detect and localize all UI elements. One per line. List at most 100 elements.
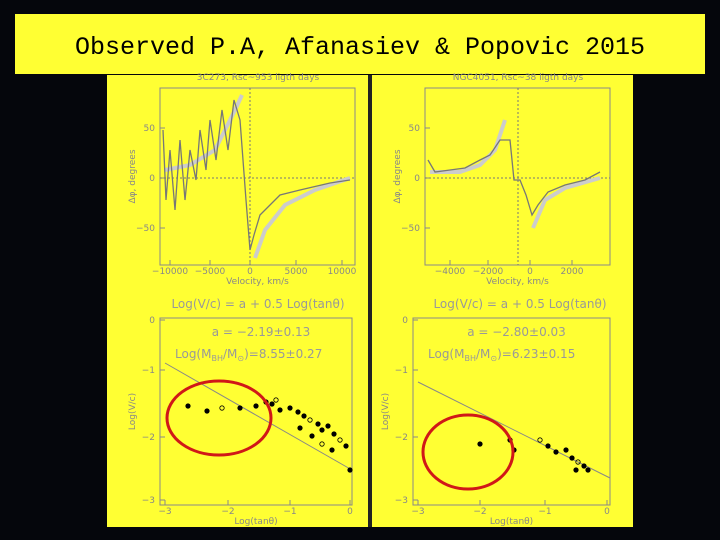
y-tick-label: 0 xyxy=(149,174,155,184)
x-tick-label: −2 xyxy=(221,507,234,517)
scatter-dot xyxy=(204,408,210,414)
model-curve xyxy=(430,119,507,174)
y-tick-label: −50 xyxy=(136,224,155,234)
x-tick-label: −5000 xyxy=(195,267,226,277)
scatter-dot xyxy=(343,443,349,449)
x-tick-label: 0 xyxy=(247,267,253,277)
fit-line xyxy=(164,362,353,471)
y-tick-label: 0 xyxy=(149,316,155,326)
y-axis-label: Log(V/c) xyxy=(128,393,138,430)
scatter-dot xyxy=(563,447,569,453)
highlight-circle xyxy=(421,413,515,491)
scatter-dot xyxy=(253,403,259,409)
scatter-dot xyxy=(477,441,483,447)
x-axis-label: Velocity, km/s xyxy=(226,277,289,287)
mass-part: ⊙ xyxy=(237,354,244,363)
highlight-circle xyxy=(165,379,273,457)
scatter-dot xyxy=(569,455,575,461)
y-tick-label: 0 xyxy=(402,316,408,326)
model-curve xyxy=(531,176,601,229)
y-axis-label: Log(V/c) xyxy=(381,393,391,430)
scatter-dot xyxy=(553,449,559,455)
mass-part: Log(M xyxy=(175,347,211,361)
x-tick-label: −4000 xyxy=(435,267,466,277)
mass-estimate: Log(MBH/M⊙)=8.55±0.27 xyxy=(175,347,322,363)
x-tick-label: 5000 xyxy=(285,267,308,277)
x-tick-label: 0 xyxy=(527,267,533,277)
divider xyxy=(368,75,372,527)
scatter-dot xyxy=(315,421,321,427)
y-tick-label: 50 xyxy=(144,124,156,134)
mass-part: BH xyxy=(211,354,223,363)
y-tick-label: −50 xyxy=(401,224,420,234)
scatter-dot xyxy=(325,423,331,429)
observed xyxy=(162,99,351,251)
scatter-dot xyxy=(219,405,225,411)
scatter-dot xyxy=(319,441,325,447)
scatter-dot xyxy=(307,417,313,423)
x-tick-label: −2 xyxy=(473,507,486,517)
mass-part: )=8.55±0.27 xyxy=(244,347,322,361)
scatter-dot xyxy=(585,467,591,473)
scatter-dot xyxy=(309,433,315,439)
mass-part: )=6.23±0.15 xyxy=(497,347,575,361)
panel-title: Log(V/c) = a + 0.5 Log(tanθ) xyxy=(433,297,606,311)
scatter-dot xyxy=(295,409,301,415)
y-axis-label: Δφ, degrees xyxy=(393,149,403,203)
scatter-dot xyxy=(301,413,307,419)
x-tick-label: −3 xyxy=(411,507,424,517)
x-tick-label: 0 xyxy=(604,507,610,517)
mass-part: BH xyxy=(464,354,476,363)
panel-title: Log(V/c) = a + 0.5 Log(tanθ) xyxy=(171,297,344,311)
scatter-dot xyxy=(331,431,337,437)
y-tick-label: −1 xyxy=(395,366,408,376)
scatter-dot xyxy=(297,425,303,431)
x-tick-label: 10000 xyxy=(328,267,357,277)
scatter-dot xyxy=(347,467,353,473)
fit-line xyxy=(417,381,611,479)
scatter-dot xyxy=(277,407,283,413)
scatter-dot xyxy=(273,397,279,403)
y-tick-label: 50 xyxy=(409,124,421,134)
y-tick-label: −3 xyxy=(395,496,408,506)
y-axis-label: Δφ, degrees xyxy=(128,149,138,203)
mass-part: /M xyxy=(223,347,237,361)
y-tick-label: −3 xyxy=(142,496,155,506)
scatter-dot xyxy=(545,443,551,449)
x-tick-label: −1 xyxy=(283,507,296,517)
y-tick-label: 0 xyxy=(414,174,420,184)
slide-title: Observed P.A, Afanasiev & Popovic 2015 xyxy=(75,33,645,62)
plot-frame xyxy=(159,87,356,266)
y-tick-label: −1 xyxy=(142,366,155,376)
panel-title: 3C273, Rsc~953 ligth days xyxy=(197,73,320,83)
scatter-dot xyxy=(537,437,543,443)
scatter-dot xyxy=(319,427,325,433)
x-axis-label: Velocity, km/s xyxy=(486,277,549,287)
panel-title: NGC4051, Rsc~38 ligth days xyxy=(453,73,584,83)
plot-frame xyxy=(412,317,611,506)
x-tick-label: −1 xyxy=(538,507,551,517)
fit-parameter: a = −2.80±0.03 xyxy=(467,325,566,339)
scatter-dot xyxy=(337,437,343,443)
plot-frame xyxy=(159,317,353,506)
scatter-dot xyxy=(185,403,191,409)
observed xyxy=(427,139,601,217)
x-tick-label: −10000 xyxy=(152,267,188,277)
x-tick-label: 2000 xyxy=(561,267,584,277)
mass-estimate: Log(MBH/M⊙)=6.23±0.15 xyxy=(428,347,575,363)
mass-part: Log(M xyxy=(428,347,464,361)
mass-part: /M xyxy=(476,347,490,361)
y-tick-label: −2 xyxy=(142,433,155,443)
model-curve xyxy=(253,176,351,259)
scatter-dot xyxy=(575,459,581,465)
scatter-dot xyxy=(287,405,293,411)
scatter-dot xyxy=(581,463,587,469)
fit-parameter: a = −2.19±0.13 xyxy=(212,325,311,339)
scatter-dot xyxy=(329,447,335,453)
x-axis-label: Log(tanθ) xyxy=(234,517,277,527)
x-tick-label: −3 xyxy=(158,507,171,517)
y-tick-label: −2 xyxy=(395,433,408,443)
scatter-dot xyxy=(269,401,275,407)
